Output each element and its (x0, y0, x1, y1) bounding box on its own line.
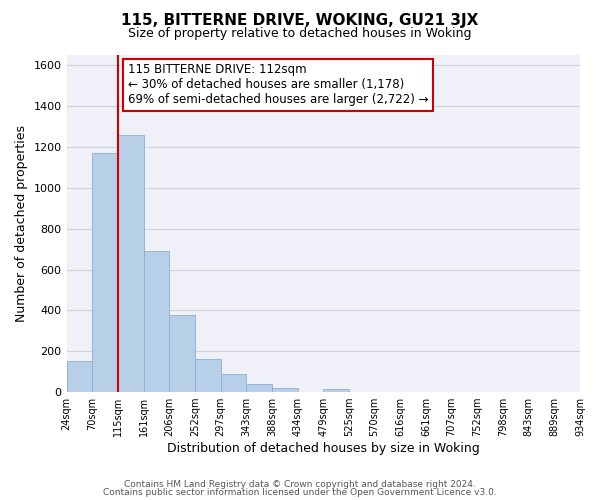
Y-axis label: Number of detached properties: Number of detached properties (15, 125, 28, 322)
Bar (323, 389, 349, 392)
Bar (67, 362, 92, 392)
Text: Size of property relative to detached houses in Woking: Size of property relative to detached ho… (128, 28, 472, 40)
Text: 115 BITTERNE DRIVE: 112sqm
← 30% of detached houses are smaller (1,178)
69% of s: 115 BITTERNE DRIVE: 112sqm ← 30% of deta… (128, 64, 428, 106)
Bar (246, 384, 272, 392)
Bar (118, 134, 143, 392)
Bar (272, 388, 298, 392)
X-axis label: Distribution of detached houses by size in Woking: Distribution of detached houses by size … (167, 442, 479, 455)
Text: Contains public sector information licensed under the Open Government Licence v3: Contains public sector information licen… (103, 488, 497, 497)
Text: 115, BITTERNE DRIVE, WOKING, GU21 3JX: 115, BITTERNE DRIVE, WOKING, GU21 3JX (121, 12, 479, 28)
Text: Contains HM Land Registry data © Crown copyright and database right 2024.: Contains HM Land Registry data © Crown c… (124, 480, 476, 489)
Bar (195, 359, 221, 392)
Bar (143, 251, 169, 392)
Bar (169, 316, 195, 392)
Bar (92, 153, 118, 392)
Bar (221, 374, 246, 392)
